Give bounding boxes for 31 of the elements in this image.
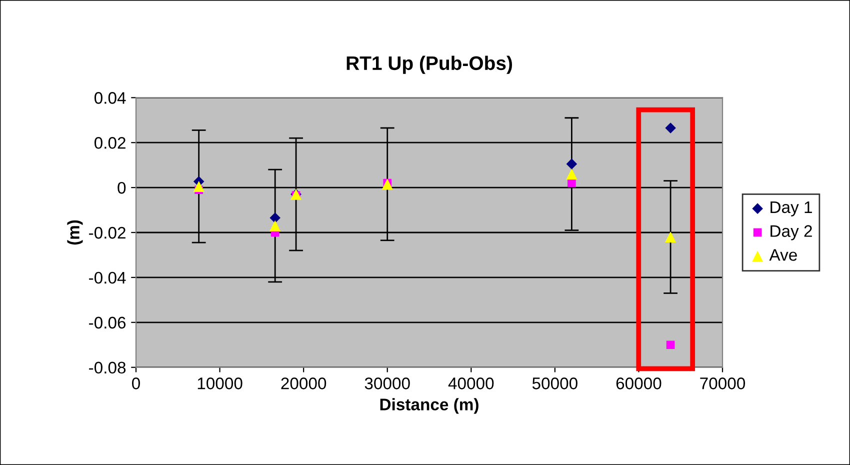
- point: [665, 122, 676, 134]
- y-tick-label: -0.02: [89, 226, 126, 239]
- point: [568, 178, 576, 188]
- chart-title: RT1 Up (Pub-Obs): [346, 56, 512, 74]
- point: [193, 180, 204, 192]
- legend-label: Ave: [769, 249, 797, 261]
- y-tick-label: -0.08: [89, 362, 126, 374]
- point: [270, 212, 280, 224]
- y-tick-label: -0.04: [89, 272, 126, 284]
- x-tick-label: 20000: [281, 378, 326, 390]
- x-tick-label: 50000: [532, 378, 578, 390]
- legend-label: Day 2: [770, 225, 812, 240]
- x-axis-title: Distance (m): [380, 398, 478, 414]
- x-tick-label: 10000: [198, 378, 242, 390]
- point: [664, 231, 676, 243]
- y-axis-title: (m): [67, 220, 83, 245]
- x-tick-label: 60000: [616, 378, 662, 390]
- x-tick-label: 30000: [364, 378, 410, 390]
- point: [566, 168, 578, 180]
- legend-label: Day 1: [770, 201, 812, 216]
- y-tick-label: 0: [118, 182, 126, 194]
- point: [566, 158, 578, 170]
- x-tick-label: 40000: [448, 378, 494, 390]
- point: [382, 178, 393, 190]
- point: [270, 220, 281, 232]
- y-tick-label: -0.06: [89, 316, 126, 329]
- point: [666, 340, 675, 350]
- y-tick-label: 0.04: [94, 92, 126, 104]
- x-tick-label: 70000: [700, 378, 746, 390]
- x-tick-label: 0: [132, 378, 140, 390]
- y-tick-label: 0.02: [94, 137, 126, 149]
